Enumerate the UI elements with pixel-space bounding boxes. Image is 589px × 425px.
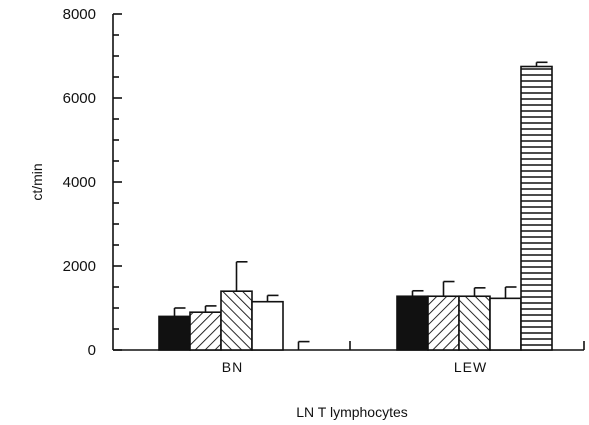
bar: [489, 297, 522, 351]
error-bars: [173, 61, 548, 350]
bar: [189, 311, 222, 351]
bar: [427, 295, 460, 351]
category-label: LEW: [454, 359, 487, 375]
bar: [458, 295, 491, 351]
bar: [158, 315, 191, 351]
bars: [158, 65, 553, 351]
x-axis-title: LN T lymphocytes: [296, 404, 408, 420]
category-label: BN: [222, 359, 243, 375]
bar: [251, 300, 284, 351]
y-tick-label: 6000: [63, 90, 96, 107]
y-axis-title: ct/min: [29, 163, 45, 200]
bar: [396, 295, 429, 351]
y-tick-label: 8000: [63, 6, 96, 23]
x-axis-categories: BN LEW: [222, 359, 487, 375]
y-axis-ticks: 0 2000 4000 6000 8000: [63, 6, 122, 359]
y-tick-label: 2000: [63, 258, 96, 275]
y-tick-label: 4000: [63, 174, 96, 191]
bar: [520, 65, 553, 351]
y-tick-label: 0: [88, 342, 96, 359]
bar: [220, 290, 253, 351]
